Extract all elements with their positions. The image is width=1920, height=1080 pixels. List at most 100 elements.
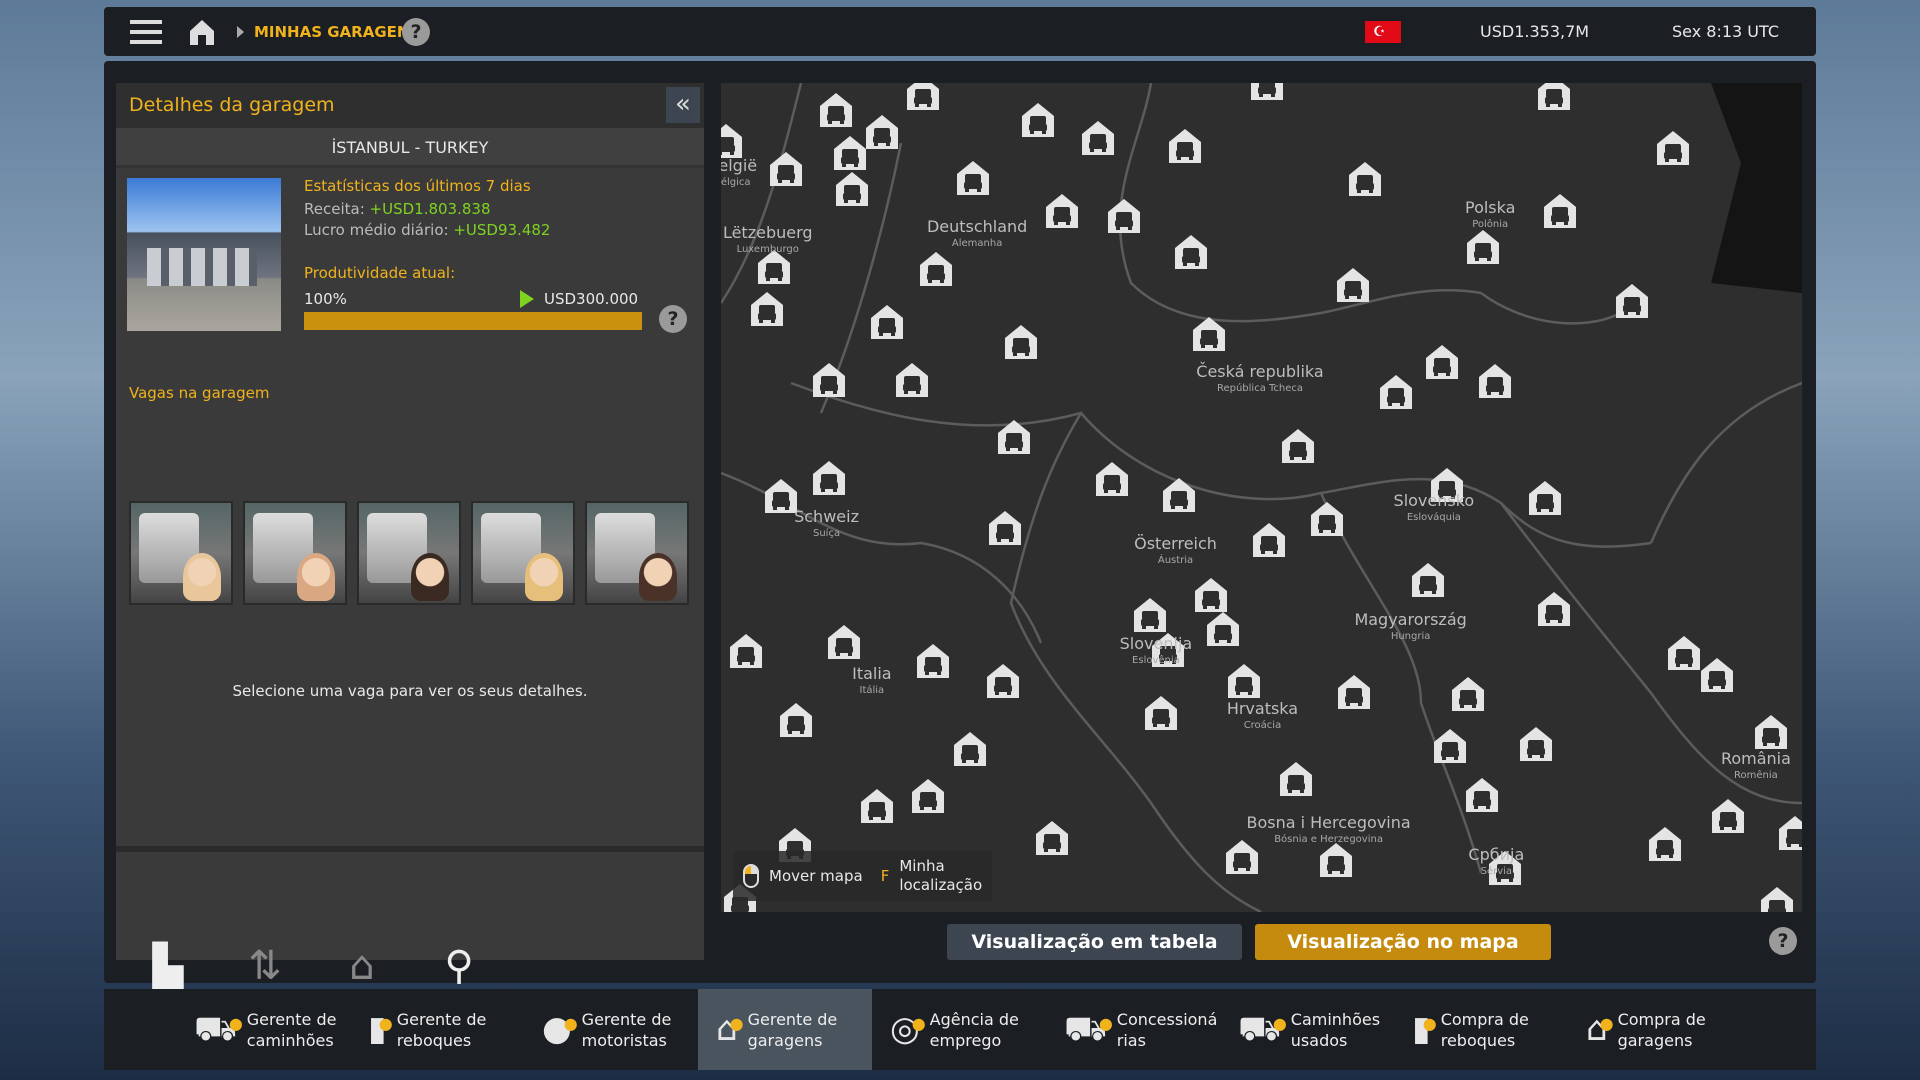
garage-marker-icon[interactable] xyxy=(1227,663,1261,699)
map-view[interactable]: Deutschland Alemanha Polska Polônia Lëtzebue… xyxy=(721,83,1802,912)
garage-marker-icon[interactable] xyxy=(1430,467,1464,503)
nav-trailer-manager[interactable]: ▮ ● Gerente de reboques xyxy=(350,989,524,1070)
garage-marker-icon[interactable] xyxy=(1537,591,1571,627)
productivity-help-button[interactable]: ? xyxy=(659,305,687,333)
help-button[interactable]: ? xyxy=(402,18,430,46)
garage-marker-icon[interactable] xyxy=(1711,798,1745,834)
garage-marker-icon[interactable] xyxy=(1528,480,1562,516)
garage-slot[interactable] xyxy=(243,501,347,605)
garage-marker-icon[interactable] xyxy=(1488,850,1522,886)
garage-marker-icon[interactable] xyxy=(1310,501,1344,537)
garage-marker-icon[interactable] xyxy=(870,304,904,340)
garage-marker-icon[interactable] xyxy=(911,778,945,814)
garage-marker-icon[interactable] xyxy=(1162,477,1196,513)
garage-marker-icon[interactable] xyxy=(1760,886,1794,912)
garage-marker-icon[interactable] xyxy=(1433,728,1467,764)
garage-marker-icon[interactable] xyxy=(1206,611,1240,647)
garage-marker-icon[interactable] xyxy=(1081,120,1115,156)
garage-marker-icon[interactable] xyxy=(1144,695,1178,731)
garage-marker-icon[interactable] xyxy=(953,731,987,767)
garage-marker-icon[interactable] xyxy=(895,362,929,398)
garage-marker-icon[interactable] xyxy=(1379,374,1413,410)
garage-marker-icon[interactable] xyxy=(1225,839,1259,875)
garage-marker-icon[interactable] xyxy=(988,510,1022,546)
garage-marker-icon[interactable] xyxy=(812,460,846,496)
garage-marker-icon[interactable] xyxy=(1174,234,1208,270)
nav-buy-garages[interactable]: ⌂ ● Compra de garagens xyxy=(1568,989,1742,1070)
nav-garage-manager[interactable]: ⌂ ● Gerente de garagens xyxy=(698,989,872,1070)
garage-marker-icon[interactable] xyxy=(1107,198,1141,234)
nav-job-agency[interactable]: ◎ ● Agência de emprego xyxy=(872,989,1046,1070)
garage-marker-icon[interactable] xyxy=(1451,676,1485,712)
garage-marker-icon[interactable] xyxy=(1648,826,1682,862)
garage-marker-icon[interactable] xyxy=(1615,283,1649,319)
garage-marker-icon[interactable] xyxy=(1281,428,1315,464)
garage-marker-icon[interactable] xyxy=(1194,577,1228,613)
garage-marker-icon[interactable] xyxy=(764,478,798,514)
nav-dealership[interactable]: ⛟ ● Concessioná rias xyxy=(1046,989,1220,1070)
garage-marker-icon[interactable] xyxy=(1279,761,1313,797)
garage-marker-icon[interactable] xyxy=(1133,597,1167,633)
nav-used-trucks[interactable]: ⛟ ● Caminhões usados xyxy=(1220,989,1394,1070)
garage-marker-icon[interactable] xyxy=(906,83,940,111)
garage-marker-icon[interactable] xyxy=(1348,161,1382,197)
garage-marker-icon[interactable] xyxy=(819,92,853,128)
garage-marker-icon[interactable] xyxy=(956,160,990,196)
garage-marker-icon[interactable] xyxy=(1045,193,1079,229)
garage-marker-icon[interactable] xyxy=(769,151,803,187)
garage-marker-icon[interactable] xyxy=(1095,461,1129,497)
garage-marker-icon[interactable] xyxy=(835,171,869,207)
garage-slot[interactable] xyxy=(357,501,461,605)
garage-marker-icon[interactable] xyxy=(916,643,950,679)
garage-marker-icon[interactable] xyxy=(1478,363,1512,399)
garage-marker-icon[interactable] xyxy=(1250,83,1284,101)
garage-marker-icon[interactable] xyxy=(1411,562,1445,598)
garage-marker-icon[interactable] xyxy=(1466,229,1500,265)
nav-truck-manager[interactable]: ⛟ ● Gerente de caminhões xyxy=(176,989,350,1070)
menu-icon[interactable] xyxy=(130,20,162,44)
garage-marker-icon[interactable] xyxy=(1319,842,1353,878)
garage-marker-icon[interactable] xyxy=(721,123,743,159)
map-view-button[interactable]: Visualização no mapa xyxy=(1255,924,1551,960)
garage-marker-icon[interactable] xyxy=(1778,815,1802,851)
garage-marker-icon[interactable] xyxy=(860,788,894,824)
garage-marker-icon[interactable] xyxy=(1465,777,1499,813)
garage-marker-icon[interactable] xyxy=(1004,324,1038,360)
garage-marker-icon[interactable] xyxy=(833,135,867,171)
garage-marker-icon[interactable] xyxy=(1336,267,1370,303)
nav-buy-trailers[interactable]: ▮ ● Compra de reboques xyxy=(1394,989,1568,1070)
garage-marker-icon[interactable] xyxy=(729,633,763,669)
garage-slot[interactable] xyxy=(471,501,575,605)
garage-marker-icon[interactable] xyxy=(1543,193,1577,229)
garage-marker-icon[interactable] xyxy=(1337,674,1371,710)
garage-marker-icon[interactable] xyxy=(1656,130,1690,166)
garage-marker-icon[interactable] xyxy=(1021,102,1055,138)
garage-marker-icon[interactable] xyxy=(779,702,813,738)
garage-marker-icon[interactable] xyxy=(865,114,899,150)
breadcrumb[interactable]: MINHAS GARAGENS xyxy=(254,23,421,41)
garage-marker-icon[interactable] xyxy=(1035,820,1069,856)
garage-slot[interactable] xyxy=(129,501,233,605)
garage-marker-icon[interactable] xyxy=(986,663,1020,699)
table-view-button[interactable]: Visualização em tabela xyxy=(947,924,1242,960)
garage-marker-icon[interactable] xyxy=(757,249,791,285)
garage-marker-icon[interactable] xyxy=(1151,632,1185,668)
garage-marker-icon[interactable] xyxy=(1519,726,1553,762)
garage-marker-icon[interactable] xyxy=(750,291,784,327)
garage-marker-icon[interactable] xyxy=(812,362,846,398)
garage-marker-icon[interactable] xyxy=(1168,128,1202,164)
nav-driver-manager[interactable]: ● ● Gerente de motoristas xyxy=(524,989,698,1070)
garage-marker-icon[interactable] xyxy=(1700,657,1734,693)
view-help-button[interactable]: ? xyxy=(1769,927,1797,955)
home-icon[interactable] xyxy=(188,19,216,45)
garage-marker-icon[interactable] xyxy=(997,419,1031,455)
garage-marker-icon[interactable] xyxy=(1425,344,1459,380)
garage-marker-icon[interactable] xyxy=(827,624,861,660)
garage-marker-icon[interactable] xyxy=(1252,522,1286,558)
garage-marker-icon[interactable] xyxy=(1192,316,1226,352)
garage-slot[interactable] xyxy=(585,501,689,605)
garage-marker-icon[interactable] xyxy=(919,251,953,287)
garage-marker-icon[interactable] xyxy=(1537,83,1571,111)
collapse-button[interactable]: « xyxy=(666,87,700,123)
garage-marker-icon[interactable] xyxy=(1754,714,1788,750)
